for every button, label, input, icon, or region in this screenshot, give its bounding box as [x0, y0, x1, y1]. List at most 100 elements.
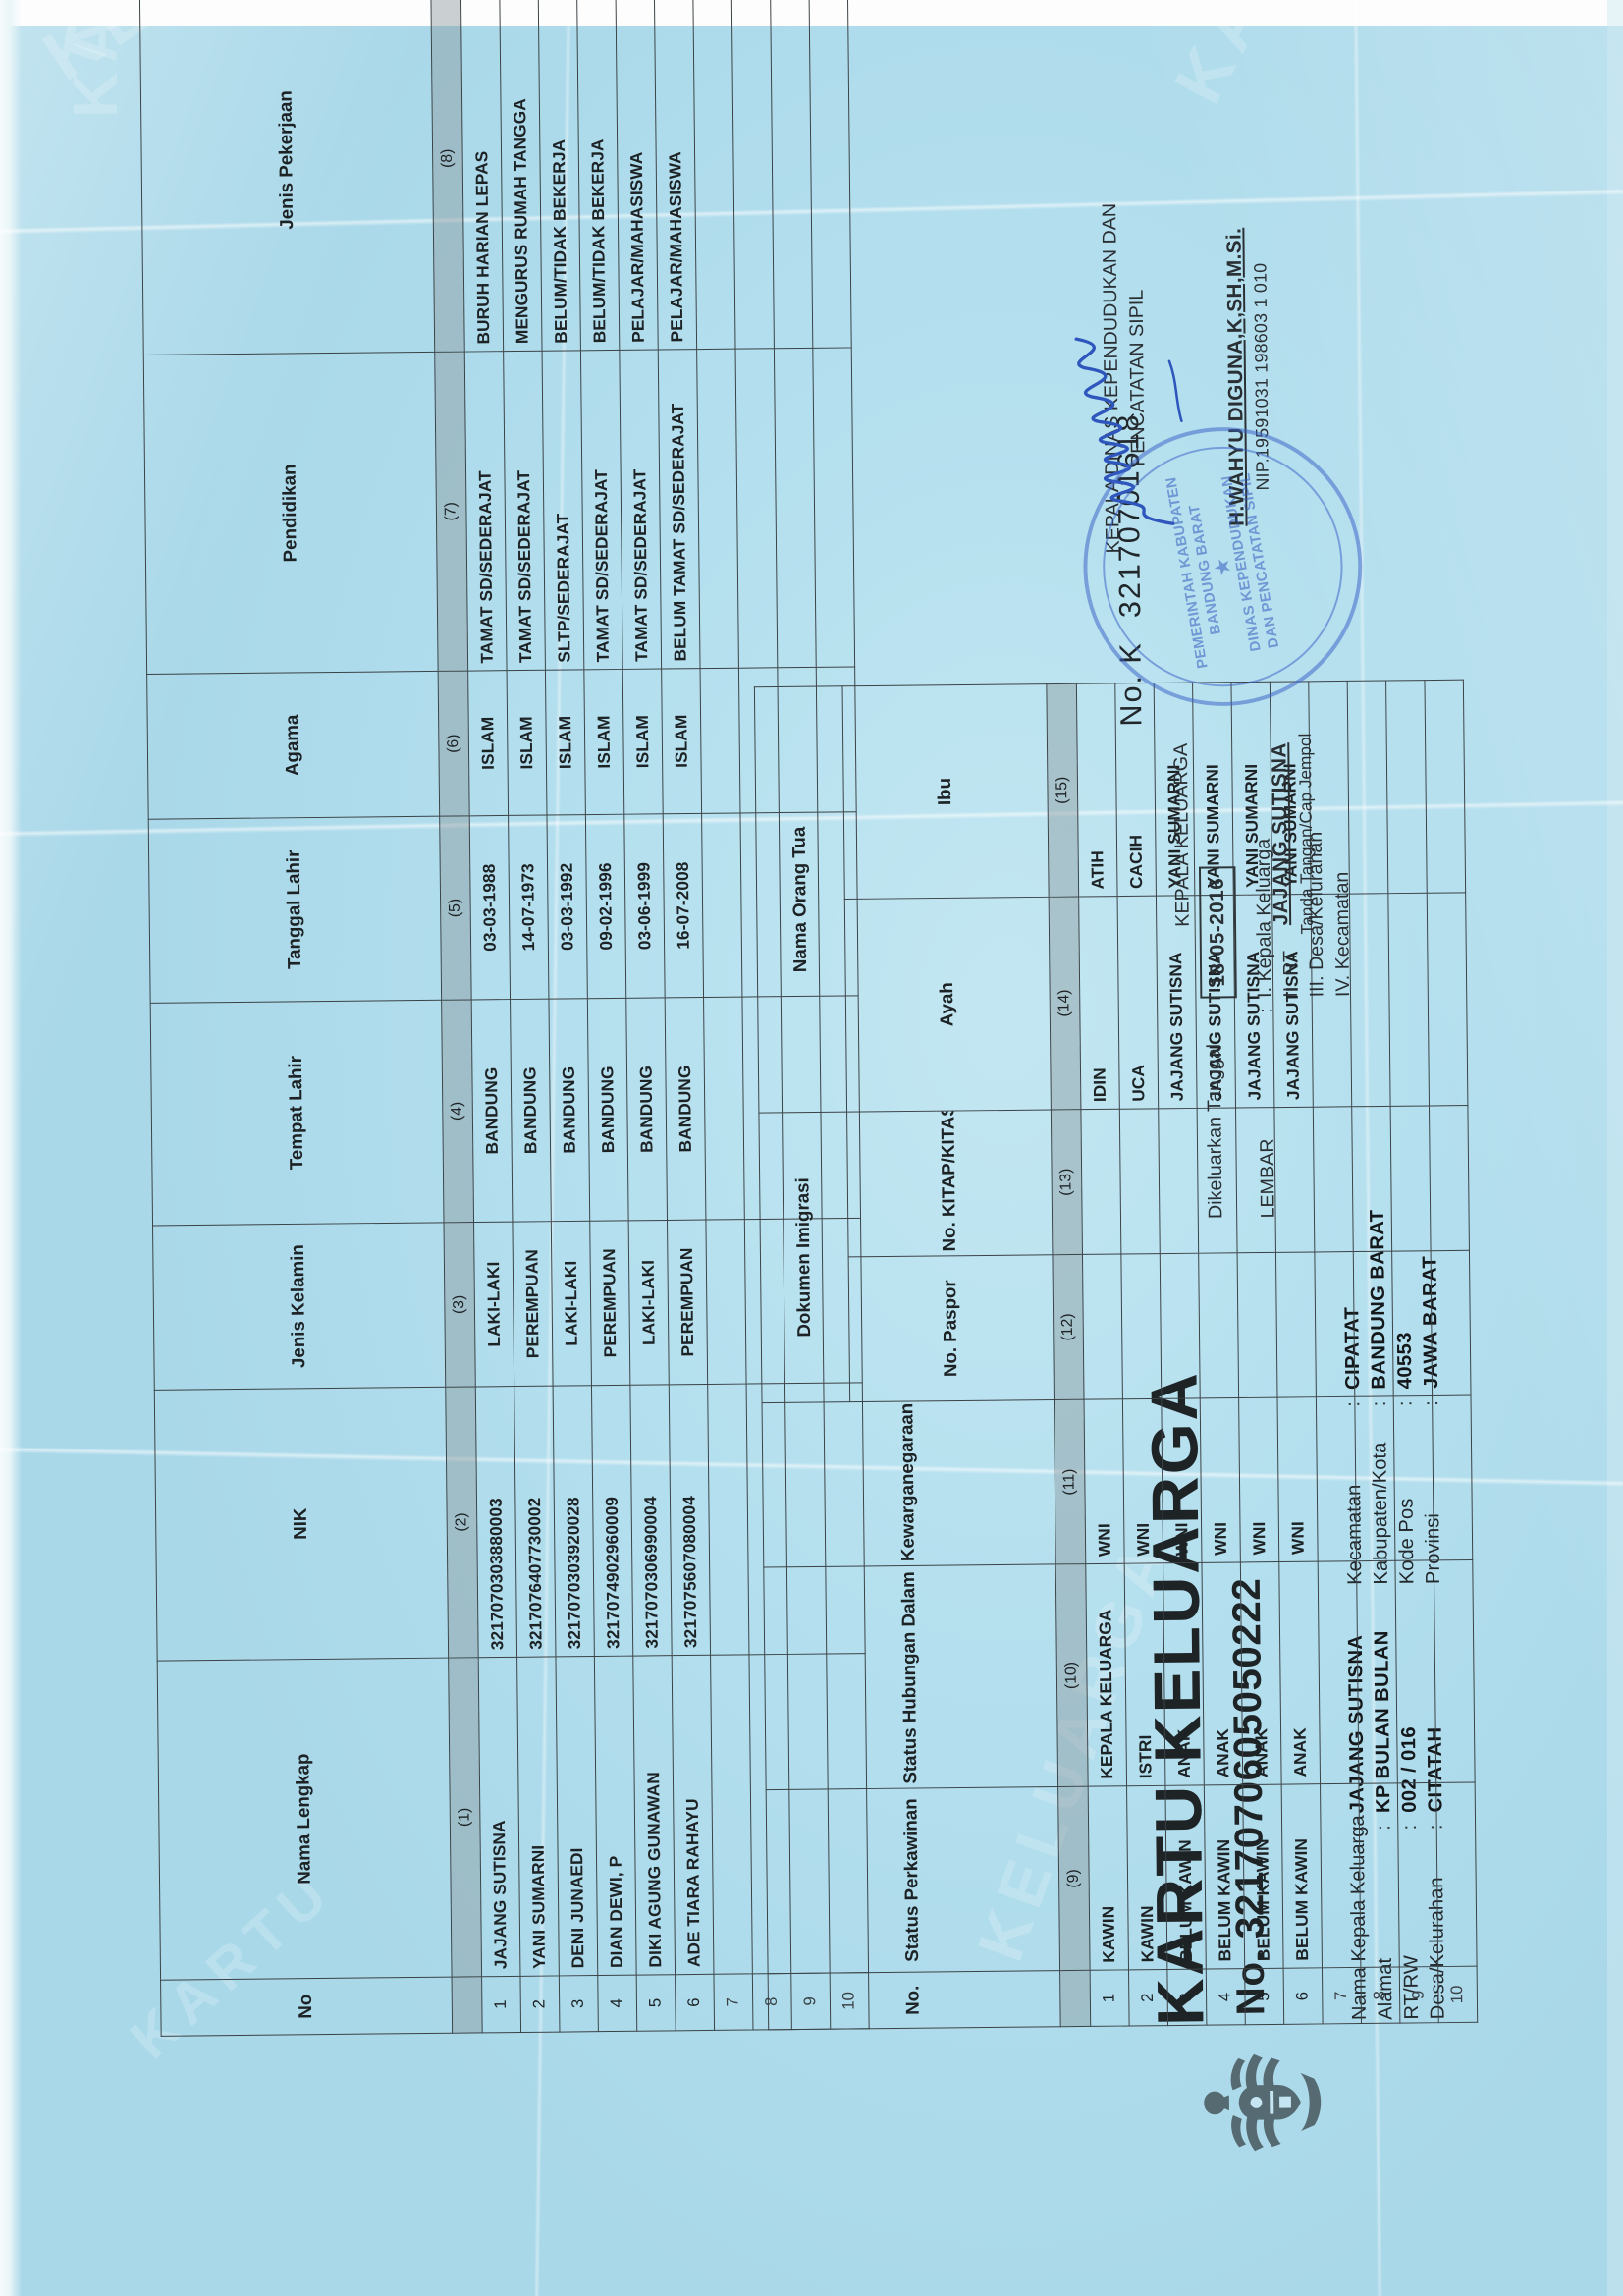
family-relationship: [1433, 1559, 1475, 1783]
passport-number: [1274, 1251, 1316, 1398]
citizenship: WNI: [1161, 1397, 1202, 1563]
member-name: YANI SUMARNI: [516, 1656, 559, 1977]
family-relationship: [1394, 1559, 1436, 1783]
column-header: Jenis Kelamin: [152, 1222, 446, 1391]
citizenship: WNI: [1276, 1396, 1318, 1562]
lembar-separator: :: [1255, 1008, 1276, 1013]
member-occupation: MENGURUS RUMAH TANGGA: [499, 0, 542, 352]
column-header: Ayah: [843, 897, 1051, 1113]
column-number: (7): [434, 352, 468, 672]
passport-number: [1352, 1251, 1393, 1397]
column-header: Status Hubungan Dalam Keluarga: [763, 1563, 1058, 1790]
row-number: 4: [597, 1975, 637, 2032]
issued-label: Dikeluarkan Tanggal: [1203, 1043, 1226, 1220]
row-number: 7: [1321, 1967, 1361, 2024]
column-number: (3): [443, 1222, 475, 1388]
family-relationship: [1356, 1560, 1397, 1784]
member-education: [773, 348, 816, 668]
member-religion: [699, 668, 740, 814]
citizenship: WNI: [1238, 1397, 1279, 1562]
official-round-stamp: PEMERINTAH KABUPATEN BANDUNG BARAT ★ DIN…: [1061, 406, 1383, 728]
passport-number: [1236, 1252, 1277, 1398]
father-name: [1426, 892, 1468, 1106]
column-header: No.: [767, 1970, 1060, 2030]
marital-status: KAWIN: [1126, 1785, 1167, 1970]
member-religion: ISLAM: [544, 669, 585, 816]
citizenship: WNI: [1083, 1398, 1124, 1564]
father-name: [1387, 893, 1430, 1107]
member-name: DIKI AGUNG GUNAWAN: [632, 1655, 676, 1976]
kitap-number: [1429, 1105, 1469, 1251]
member-gender: LAKI-LAKI: [627, 1220, 669, 1386]
passport-number: [1391, 1250, 1433, 1396]
member-occupation: BELUM/TIDAK BEKERJA: [575, 0, 620, 351]
scan-left-margin: [0, 0, 22, 2296]
group-header-nama-orang-tua: Nama Orang Tua: [753, 685, 847, 1114]
member-nik: 3217075607080004: [668, 1384, 711, 1656]
row-number: 10: [1437, 1966, 1478, 2023]
member-birthplace: BANDUNG: [625, 997, 668, 1221]
member-gender: LAKI-LAKI: [550, 1221, 591, 1387]
row-number: 2: [519, 1975, 560, 2033]
member-education: [812, 347, 855, 668]
member-gender: LAKI-LAKI: [473, 1222, 514, 1387]
member-education: TAMAT SD/SEDERAJAT: [503, 351, 545, 671]
kitap-number: [1158, 1108, 1199, 1254]
lembar-label: LEMBAR: [1256, 1138, 1279, 1219]
column-number: (10): [1055, 1563, 1088, 1787]
lembar-item: IV. Kecamatan: [1330, 871, 1354, 998]
column-number: (4): [441, 999, 474, 1223]
citizenship: [1392, 1395, 1434, 1561]
member-birthplace: BANDUNG: [470, 999, 513, 1223]
row-number: 6: [1282, 1967, 1323, 2025]
family-relationship: [1317, 1560, 1359, 1784]
row-number: 6: [675, 1974, 715, 2031]
family-relationship: ANAK: [1278, 1561, 1321, 1785]
column-header: NIK: [153, 1387, 449, 1662]
member-birthdate: 03-06-1999: [623, 813, 665, 999]
column-number: (2): [445, 1386, 478, 1659]
group-header-dokumen-imigrasi: Dokumen Imigrasi: [758, 1112, 850, 1403]
member-religion: ISLAM: [467, 670, 509, 816]
member-birthdate: 03-03-1992: [546, 814, 587, 1000]
citizenship: [1432, 1395, 1473, 1560]
column-header: Agama: [146, 671, 440, 820]
member-nik: 3217070303920028: [552, 1385, 594, 1657]
father-name: IDIN: [1078, 896, 1119, 1110]
column-header: No. Paspor: [847, 1254, 1054, 1402]
member-birthdate: [701, 812, 742, 998]
column-number: (15): [1046, 683, 1079, 898]
signature-name-family: JAJANG SUTISNA: [1268, 742, 1292, 926]
row-number: 2: [1128, 1969, 1167, 2027]
column-number: (12): [1052, 1254, 1084, 1400]
family-relationship: ANAK: [1163, 1562, 1204, 1786]
family-relationship: ANAK: [1239, 1561, 1281, 1785]
table-header-row: No Nama Lengkap NIK Jenis Kelamin Tempat Lah…: [138, 0, 453, 2037]
member-religion: ISLAM: [661, 668, 702, 814]
column-number: (14): [1048, 896, 1081, 1111]
column-number: [451, 1976, 482, 2034]
column-number: (6): [437, 671, 469, 817]
member-occupation: [692, 0, 735, 350]
member-birthplace: BANDUNG: [510, 999, 551, 1223]
marital-status: BELUM KAWIN: [1280, 1783, 1322, 1969]
row-number: 5: [1244, 1968, 1284, 2025]
row-number: 4: [1205, 1968, 1245, 2026]
member-occupation: [769, 0, 813, 349]
member-education: TAMAT SD/SEDERAJAT: [463, 351, 507, 672]
member-occupation: BELUM/TIDAK BEKERJA: [537, 0, 580, 352]
member-occupation: PELAJAR/MAHASISWA: [653, 0, 697, 351]
citizenship: WNI: [1121, 1398, 1163, 1564]
column-header: Tanggal Lahir: [147, 816, 442, 1004]
column-header: Jenis Pekerjaan: [138, 0, 435, 355]
member-education: BELUM TAMAT SD/SEDERAJAT: [657, 349, 700, 670]
member-education: TAMAT SD/SEDERAJAT: [579, 350, 622, 670]
member-nik: 3217074902960009: [590, 1385, 633, 1657]
member-gender: PEREMPUAN: [667, 1220, 708, 1385]
column-number: (8): [430, 0, 464, 353]
citizenship: [1354, 1395, 1395, 1561]
member-gender: [705, 1219, 746, 1385]
column-header: Status Perkawinan: [765, 1786, 1060, 1974]
stamp-star-icon: ★: [1211, 556, 1234, 577]
